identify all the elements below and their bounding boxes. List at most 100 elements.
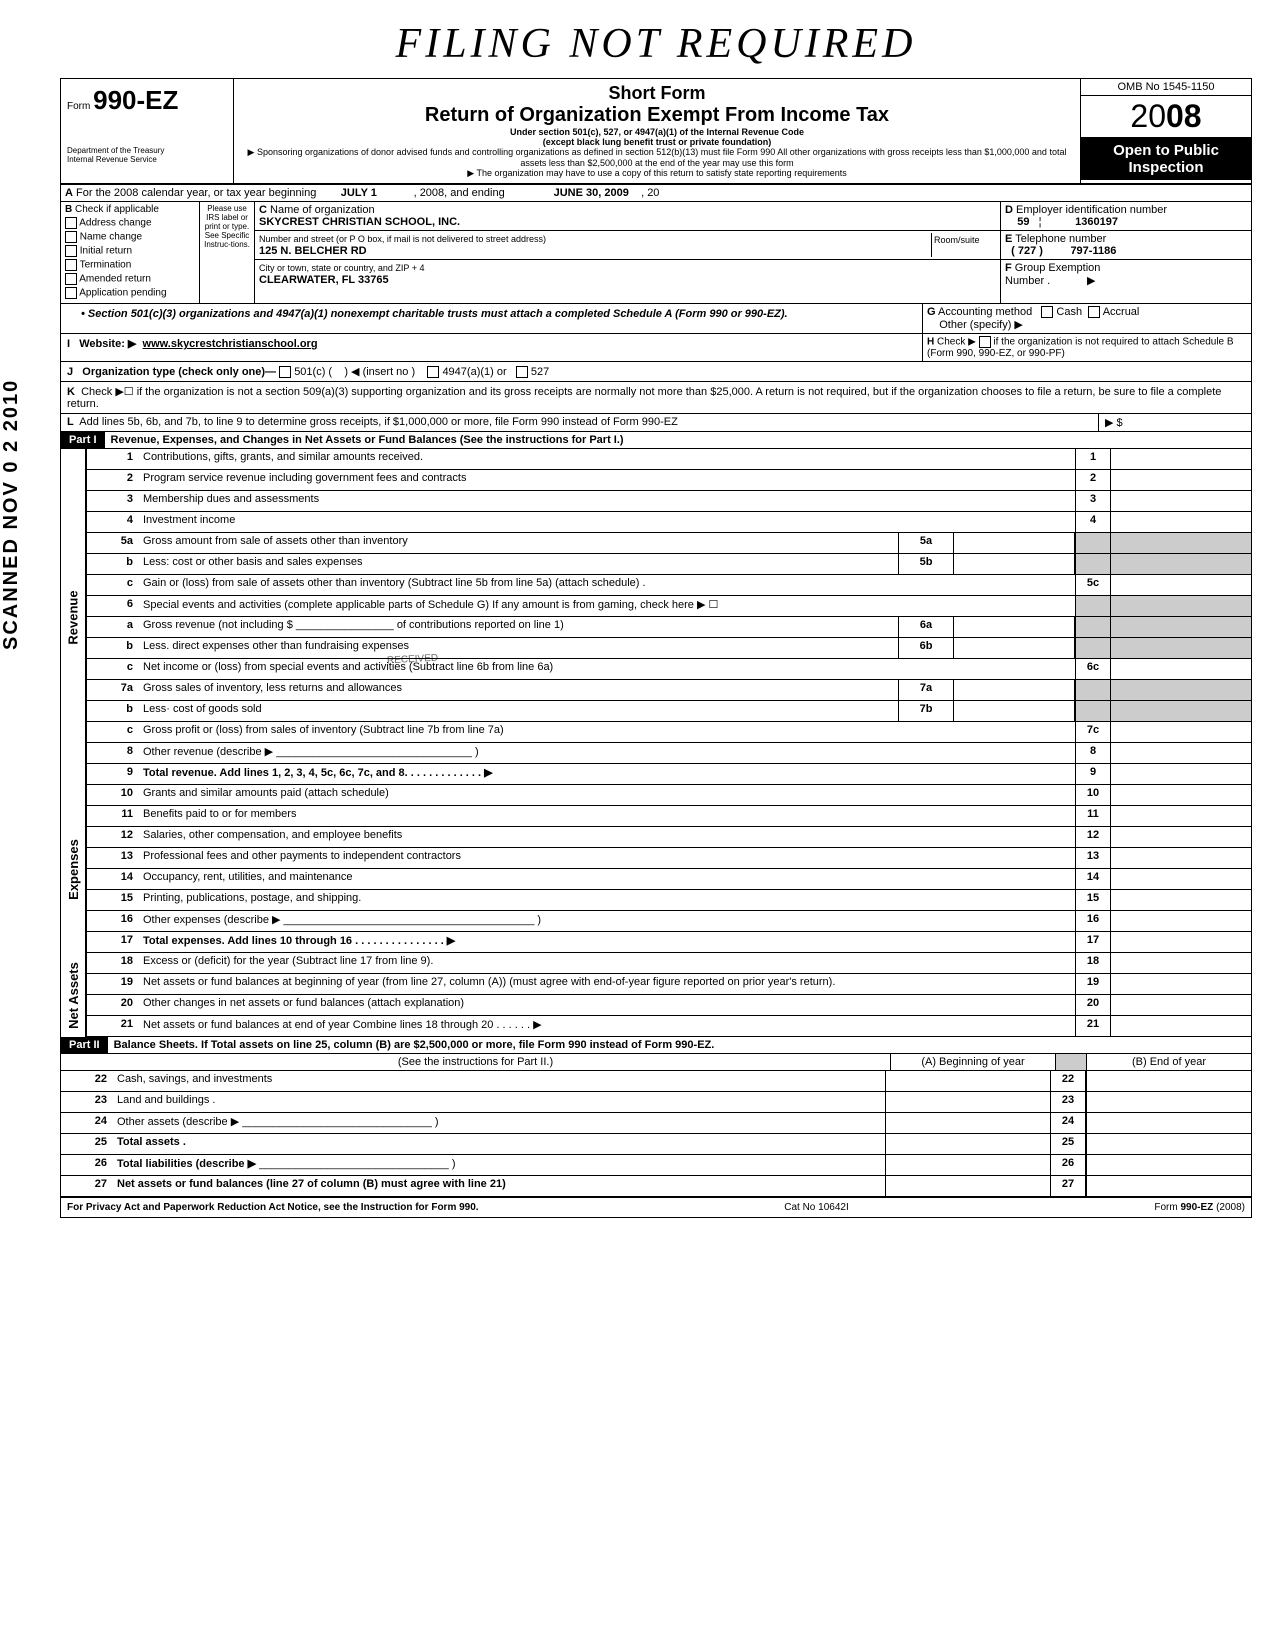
footer: For Privacy Act and Paperwork Reduction … bbox=[61, 1198, 1251, 1217]
irs-label-box: Please use IRS label or print or type. S… bbox=[200, 202, 255, 303]
line-18: Excess or (deficit) for the year (Subtra… bbox=[139, 953, 1075, 973]
subtitle-1: Under section 501(c), 527, or 4947(a)(1)… bbox=[242, 127, 1072, 137]
balance-header-row: (See the instructions for Part II.) (A) … bbox=[61, 1054, 1251, 1071]
tax-year: 2008 bbox=[1081, 96, 1251, 138]
inspection-label: Inspection bbox=[1085, 159, 1247, 176]
checkbox-address[interactable] bbox=[65, 217, 77, 229]
d-col: D Employer identification number 59 ¦ 13… bbox=[1000, 202, 1251, 303]
line-12: Salaries, other compensation, and employ… bbox=[139, 827, 1075, 847]
line-6a: Gross revenue (not including $ _________… bbox=[139, 617, 898, 637]
k-text: Check ▶☐ if the organization is not a se… bbox=[67, 386, 1221, 410]
line-a-text: For the 2008 calendar year, or tax year … bbox=[76, 187, 316, 199]
col-b-header: (B) End of year bbox=[1086, 1054, 1251, 1070]
line-a-mid: , 2008, and ending bbox=[414, 187, 505, 199]
j-label: J bbox=[67, 366, 73, 378]
f-sub: Number . bbox=[1005, 275, 1050, 287]
street-label: Number and street (or P O box, if mail i… bbox=[259, 234, 546, 244]
checkbox-accrual[interactable] bbox=[1088, 306, 1100, 318]
org-name: SKYCREST CHRISTIAN SCHOOL, INC. bbox=[259, 216, 460, 228]
street-value: 125 N. BELCHER RD bbox=[259, 245, 367, 257]
line-1: Contributions, gifts, grants, and simila… bbox=[139, 449, 1075, 469]
expenses-section: Expenses 10Grants and similar amounts pa… bbox=[61, 785, 1251, 953]
line-11: Benefits paid to or for members bbox=[139, 806, 1075, 826]
other-specify: Other (specify) ▶ bbox=[939, 319, 1023, 331]
accrual-label: Accrual bbox=[1103, 306, 1140, 318]
checkbox-501c[interactable] bbox=[279, 366, 291, 378]
line-3: Membership dues and assessments bbox=[139, 491, 1075, 511]
return-title: Return of Organization Exempt From Incom… bbox=[242, 104, 1072, 127]
c-title: Name of organization bbox=[270, 204, 375, 216]
line-7c: Gross profit or (loss) from sales of inv… bbox=[139, 722, 1075, 742]
g-label: G bbox=[927, 306, 936, 318]
scan-stamp: SCANNED NOV 0 2 2010 bbox=[0, 379, 23, 650]
subtitle-3: ▶ Sponsoring organizations of donor advi… bbox=[242, 147, 1072, 168]
open-to-public: Open to Public bbox=[1085, 142, 1247, 159]
g-title: Accounting method bbox=[938, 306, 1032, 318]
line-17: Total expenses. Add lines 10 through 16 … bbox=[139, 932, 1075, 952]
subtitle-4: ▶ The organization may have to use a cop… bbox=[242, 168, 1072, 179]
checkbox-h[interactable] bbox=[979, 336, 991, 348]
revenue-side-label: Revenue bbox=[61, 449, 87, 785]
ein-1: 59 bbox=[1017, 216, 1029, 228]
line-4: Investment income bbox=[139, 512, 1075, 532]
d-label: D bbox=[1005, 204, 1013, 216]
section-g-row: • Section 501(c)(3) organizations and 49… bbox=[61, 304, 1251, 334]
line-5a: Gross amount from sale of assets other t… bbox=[139, 533, 898, 553]
line-23: Land and buildings . bbox=[113, 1092, 885, 1112]
c-label: C bbox=[259, 204, 267, 216]
h-text1: Check ▶ bbox=[937, 337, 976, 348]
checkbox-cash[interactable] bbox=[1041, 306, 1053, 318]
checkbox-amended[interactable] bbox=[65, 273, 77, 285]
chk-label-3: Termination bbox=[80, 260, 132, 271]
line-5b: Less: cost or other basis and sales expe… bbox=[139, 554, 898, 574]
line-13: Professional fees and other payments to … bbox=[139, 848, 1075, 868]
ein-2: 1360197 bbox=[1075, 216, 1118, 228]
l-arrow: ▶ $ bbox=[1098, 414, 1251, 431]
b-title: Check if applicable bbox=[75, 204, 159, 215]
line-24: Other assets (describe ▶ _______________… bbox=[113, 1113, 885, 1133]
checkbox-name[interactable] bbox=[65, 231, 77, 243]
line-a-tail: , 20 bbox=[641, 187, 659, 199]
privacy-notice: For Privacy Act and Paperwork Reduction … bbox=[67, 1202, 479, 1213]
checkbox-pending[interactable] bbox=[65, 287, 77, 299]
line-16: Other expenses (describe ▶ _____________… bbox=[139, 911, 1075, 931]
i-title: Website: ▶ bbox=[79, 338, 136, 350]
label-box-1: Please use IRS label or print or type. bbox=[202, 204, 252, 231]
i-label: I bbox=[67, 338, 70, 350]
part1-title: Revenue, Expenses, and Changes in Net As… bbox=[105, 432, 1251, 448]
chk-label-5: Application pending bbox=[79, 288, 166, 299]
line-a-label: A bbox=[65, 187, 73, 199]
f-title: Group Exemption bbox=[1015, 262, 1101, 274]
line-25: Total assets . bbox=[113, 1134, 885, 1154]
line-2: Program service revenue including govern… bbox=[139, 470, 1075, 490]
e-label: E bbox=[1005, 233, 1012, 245]
chk-label-4: Amended return bbox=[79, 274, 151, 285]
j-o1: 501(c) ( bbox=[294, 366, 332, 378]
line-27: Net assets or fund balances (line 27 of … bbox=[113, 1176, 885, 1196]
checkbox-initial[interactable] bbox=[65, 245, 77, 257]
header-left: Form 990-EZ Department of the Treasury I… bbox=[61, 79, 234, 183]
line-6c: Net income or (loss) from special events… bbox=[139, 659, 1075, 679]
checkbox-527[interactable] bbox=[516, 366, 528, 378]
line-i-h: I Website: ▶ www.skycrestchristianschool… bbox=[61, 334, 1251, 362]
chk-label-0: Address change bbox=[79, 218, 151, 229]
line-a-begin: JULY 1 bbox=[341, 187, 377, 199]
b-label: B bbox=[65, 204, 72, 215]
j-o2: ) ◀ (insert no ) bbox=[344, 366, 415, 378]
header-right: OMB No 1545-1150 2008 Open to Public Ins… bbox=[1081, 79, 1251, 183]
omb-number: OMB No 1545-1150 bbox=[1081, 79, 1251, 96]
city-label: City or town, state or country, and ZIP … bbox=[259, 263, 425, 273]
line-a-end: JUNE 30, 2009 bbox=[554, 187, 629, 199]
line-5c: Gain or (loss) from sale of assets other… bbox=[139, 575, 1075, 595]
part2-title: Balance Sheets. If Total assets on line … bbox=[108, 1037, 1251, 1053]
handwritten-note: FILING NOT REQUIRED bbox=[20, 20, 1272, 68]
checkbox-4947[interactable] bbox=[427, 366, 439, 378]
line-14: Occupancy, rent, utilities, and maintena… bbox=[139, 869, 1075, 889]
org-info-row: B Check if applicable Address change Nam… bbox=[61, 202, 1251, 304]
label-box-2: See Specific Instruc-tions. bbox=[202, 231, 252, 249]
net-assets-section: Net Assets 18Excess or (deficit) for the… bbox=[61, 953, 1251, 1037]
line-19: Net assets or fund balances at beginning… bbox=[139, 974, 1075, 994]
header-center: Short Form Return of Organization Exempt… bbox=[234, 79, 1081, 183]
part1-header: Part I Revenue, Expenses, and Changes in… bbox=[61, 432, 1251, 449]
checkbox-termination[interactable] bbox=[65, 259, 77, 271]
